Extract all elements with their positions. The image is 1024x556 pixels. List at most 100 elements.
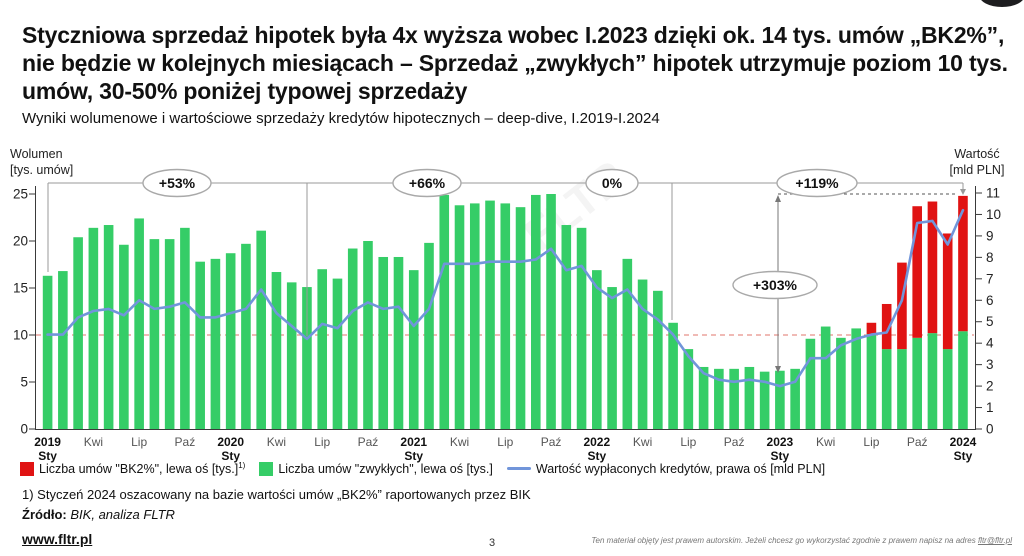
bar: [958, 331, 968, 429]
bar: [119, 244, 129, 429]
svg-text:2019: 2019: [34, 435, 61, 449]
footnote: 1) Styczeń 2024 oszacowany na bazie wart…: [22, 487, 531, 502]
svg-text:Kwi: Kwi: [84, 435, 103, 449]
bar: [454, 205, 465, 429]
bar: [286, 282, 297, 429]
svg-text:Lip: Lip: [863, 435, 879, 449]
svg-text:Lip: Lip: [680, 435, 696, 449]
svg-text:Sty: Sty: [404, 449, 423, 463]
bar: [576, 227, 587, 429]
bar: [607, 287, 617, 429]
bar: [714, 368, 724, 429]
page-number: 3: [488, 537, 496, 549]
bar: [836, 337, 846, 429]
bars-bk2: [866, 195, 968, 350]
site-link[interactable]: www.fltr.pl: [22, 531, 93, 547]
svg-text:Sty: Sty: [954, 449, 973, 463]
svg-text:Lip: Lip: [497, 435, 513, 449]
svg-text:20: 20: [13, 234, 28, 249]
bar-bk2: [897, 262, 907, 350]
svg-text:Paź: Paź: [724, 435, 745, 449]
right-axis-title: Wartość [mld PLN]: [949, 147, 1005, 177]
bar: [408, 270, 419, 429]
svg-text:11: 11: [986, 186, 1000, 201]
bar: [683, 349, 694, 429]
svg-text:25: 25: [13, 187, 28, 202]
bar: [271, 272, 282, 429]
bar: [881, 349, 892, 429]
svg-text:0%: 0%: [602, 175, 623, 191]
svg-text:5: 5: [986, 314, 994, 329]
bar-bk2: [927, 201, 938, 334]
bar: [820, 326, 831, 429]
svg-text:Kwi: Kwi: [450, 435, 469, 449]
svg-text:10: 10: [13, 328, 28, 343]
bar: [58, 271, 68, 429]
svg-text:2022: 2022: [583, 435, 610, 449]
bar: [103, 225, 114, 429]
bar-bk2: [912, 206, 922, 338]
bar: [195, 261, 205, 429]
legend-item-zwyklych: Liczba umów "zwykłych", lewa oś [tys.]: [259, 461, 493, 476]
svg-text:8: 8: [986, 250, 994, 265]
annotation-0%: 0%: [585, 168, 639, 198]
legend-label-zwyklych: Liczba umów "zwykłych", lewa oś [tys.]: [278, 461, 493, 476]
svg-text:2: 2: [986, 379, 994, 394]
svg-text:Paź: Paź: [175, 435, 196, 449]
page-title: Styczniowa sprzedaż hipotek była 4x wyżs…: [22, 22, 1008, 105]
svg-text:1: 1: [986, 400, 994, 415]
bar: [698, 366, 709, 429]
svg-text:10: 10: [986, 207, 1001, 222]
svg-text:+53%: +53%: [159, 175, 196, 191]
bar: [897, 349, 907, 429]
legend-label-bk2: Liczba umów "BK2%", lewa oś [tys.]1): [39, 461, 246, 477]
wartosc-line: [46, 208, 965, 388]
bar: [729, 368, 739, 429]
bar: [637, 279, 648, 429]
svg-text:Kwi: Kwi: [633, 435, 652, 449]
annotation-+66%: +66%: [392, 168, 462, 198]
legend-item-wartosc: Wartość wypłaconych kredytów, prawa oś […: [506, 461, 826, 476]
page-subtitle: Wyniki wolumenowe i wartościowe sprzedaż…: [22, 110, 660, 127]
source-line: Źródło: BIK, analiza FLTR: [22, 507, 175, 522]
svg-text:2021: 2021: [400, 435, 427, 449]
legend-swatch-zwyklych: [259, 461, 274, 476]
legend-swatch-bk2: [20, 461, 34, 476]
bar: [302, 287, 312, 429]
bar: [927, 333, 938, 429]
bar: [530, 194, 541, 429]
corner-logo: [979, 0, 1024, 7]
bar: [668, 322, 678, 429]
svg-text:Kwi: Kwi: [267, 435, 286, 449]
bar: [73, 237, 83, 429]
svg-text:Sty: Sty: [771, 449, 790, 463]
legend-label-wartosc: Wartość wypłaconych kredytów, prawa oś […: [535, 461, 826, 476]
bar: [241, 243, 251, 429]
legend-swatch-wartosc-line: [506, 467, 531, 471]
annotation-+53%: +53%: [142, 168, 212, 198]
bar: [653, 290, 663, 429]
svg-text:2023: 2023: [767, 435, 794, 449]
bar: [317, 269, 328, 429]
bar: [180, 227, 190, 429]
svg-text:Kwi: Kwi: [816, 435, 835, 449]
svg-text:Sty: Sty: [221, 449, 240, 463]
svg-text:Paź: Paź: [358, 435, 379, 449]
svg-text:5: 5: [20, 375, 28, 390]
bar: [225, 253, 236, 429]
bar: [485, 200, 495, 429]
bar: [912, 337, 922, 429]
svg-text:2024: 2024: [950, 435, 977, 449]
svg-text:9: 9: [986, 228, 994, 243]
bar: [88, 227, 99, 429]
svg-text:6: 6: [986, 293, 994, 308]
svg-text:Lip: Lip: [131, 435, 147, 449]
copyright-text: Ten materiał objęty jest prawem autorski…: [591, 536, 978, 545]
copyright-email-link[interactable]: fltr@fltr.pl: [977, 536, 1012, 545]
chart-legend: Liczba umów "BK2%", lewa oś [tys.]1) Lic…: [20, 461, 825, 476]
bar: [393, 256, 404, 429]
bar: [439, 194, 450, 429]
bar: [515, 207, 526, 429]
bar: [546, 194, 556, 429]
bar: [164, 239, 175, 429]
